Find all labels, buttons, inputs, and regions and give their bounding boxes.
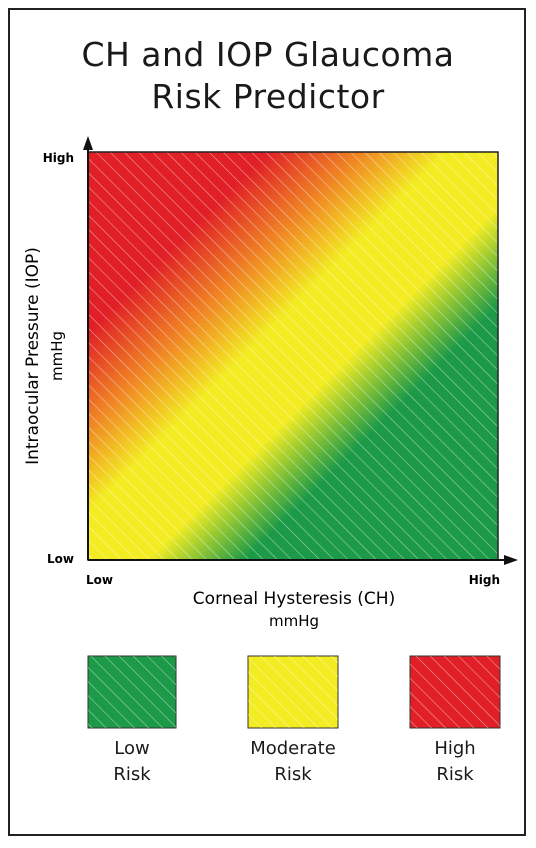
x-tick-low: Low xyxy=(86,573,113,587)
legend-hatch-low xyxy=(88,656,176,728)
y-axis-arrow xyxy=(83,136,93,150)
legend-low-line2: Risk xyxy=(113,764,151,785)
chart-title: CH and IOP Glaucoma Risk Predictor xyxy=(0,34,536,118)
legend-moderate-line2: Risk xyxy=(274,764,312,785)
legend-label-high-risk: High Risk xyxy=(385,736,525,788)
x-axis-arrow xyxy=(504,555,518,565)
legend-hatch-moderate xyxy=(248,656,338,728)
title-line-1: CH and IOP Glaucoma xyxy=(81,35,455,74)
legend-hatch-high xyxy=(410,656,500,728)
legend-label-moderate-risk: Moderate Risk xyxy=(223,736,363,788)
y-tick-high: High xyxy=(43,151,74,165)
y-tick-low: Low xyxy=(47,552,74,566)
title-line-2: Risk Predictor xyxy=(151,77,385,116)
legend-low-line1: Low xyxy=(114,738,150,759)
x-tick-high: High xyxy=(469,573,500,587)
y-axis-unit: mmHg xyxy=(48,331,66,381)
y-axis-label: Intraocular Pressure (IOP) xyxy=(23,247,43,465)
outer-frame xyxy=(8,8,526,836)
legend-high-line2: Risk xyxy=(436,764,474,785)
hatch-overlay xyxy=(88,152,498,560)
x-axis-unit: mmHg xyxy=(269,612,319,630)
legend-label-low-risk: Low Risk xyxy=(62,736,202,788)
x-axis-label: Corneal Hysteresis (CH) xyxy=(193,589,395,609)
legend-moderate-line1: Moderate xyxy=(250,738,336,759)
legend-high-line1: High xyxy=(434,738,476,759)
